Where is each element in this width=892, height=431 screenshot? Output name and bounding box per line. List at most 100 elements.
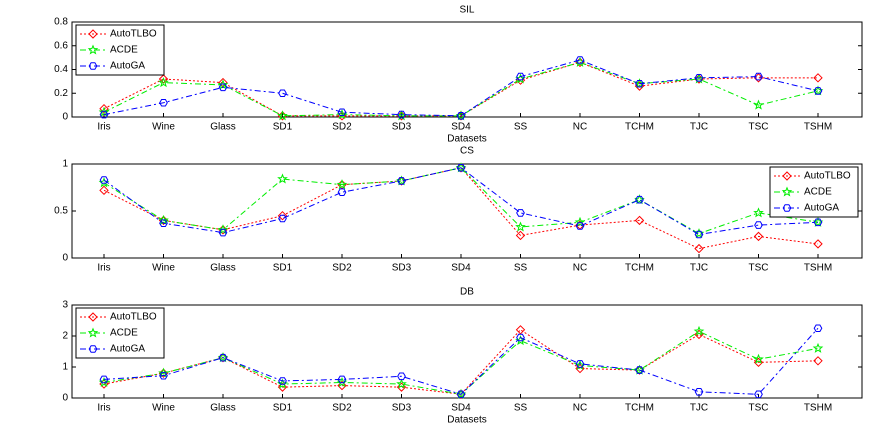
point-marker bbox=[813, 324, 823, 332]
legend-label: AutoGA bbox=[110, 344, 145, 355]
x-tick-label: SD1 bbox=[273, 122, 293, 133]
axes-frame bbox=[71, 21, 863, 118]
point-marker bbox=[693, 325, 705, 336]
x-tick-label: Wine bbox=[152, 403, 175, 414]
x-tick-label: TCHM bbox=[625, 263, 654, 274]
point-marker bbox=[218, 353, 228, 362]
point-marker bbox=[575, 360, 585, 368]
x-tick-label: Glass bbox=[210, 403, 236, 414]
point-marker bbox=[456, 390, 466, 399]
x-tick-label: SD2 bbox=[332, 122, 352, 133]
point-marker bbox=[516, 209, 525, 217]
series-line bbox=[103, 327, 819, 395]
point-marker bbox=[813, 87, 823, 95]
legend-label: ACDE bbox=[110, 45, 138, 56]
point-marker bbox=[99, 375, 109, 384]
x-tick-label: Wine bbox=[152, 263, 175, 274]
x-tick-label: TSC bbox=[749, 122, 769, 133]
point-marker bbox=[217, 224, 229, 235]
x-tick-label: TJC bbox=[690, 122, 708, 133]
point-marker bbox=[813, 73, 823, 83]
point-marker bbox=[574, 216, 586, 227]
legend-label: AutoGA bbox=[110, 61, 145, 72]
point-marker bbox=[516, 333, 525, 342]
x-tick-label: TJC bbox=[690, 263, 708, 274]
y-tick-label: 3 bbox=[62, 300, 68, 311]
point-marker bbox=[337, 108, 347, 116]
point-marker bbox=[754, 221, 763, 229]
legend-box bbox=[75, 307, 165, 359]
point-marker bbox=[158, 367, 169, 378]
y-tick-label: 0 bbox=[62, 112, 68, 123]
y-tick-label: 0.2 bbox=[54, 88, 68, 99]
point-marker bbox=[575, 222, 585, 230]
point-marker bbox=[159, 99, 168, 107]
legend-marker bbox=[87, 44, 99, 55]
point-marker bbox=[159, 371, 168, 380]
legend-label: AutoTLBO bbox=[110, 312, 157, 323]
point-marker bbox=[753, 231, 764, 242]
point-marker bbox=[754, 390, 763, 399]
point-marker bbox=[277, 210, 288, 221]
legend-marker bbox=[88, 345, 98, 353]
point-marker bbox=[515, 230, 526, 241]
x-tick-label: TSC bbox=[749, 263, 769, 274]
x-tick-label: TJC bbox=[690, 403, 708, 414]
point-marker bbox=[694, 230, 704, 239]
legend-label: ACDE bbox=[110, 328, 138, 339]
series-line bbox=[103, 61, 819, 117]
axes-frame bbox=[71, 304, 863, 399]
point-marker bbox=[754, 72, 763, 81]
x-tick-label: TSHM bbox=[804, 122, 832, 133]
point-marker bbox=[337, 375, 347, 384]
legend-marker bbox=[781, 186, 793, 197]
point-marker bbox=[98, 106, 110, 117]
point-marker bbox=[694, 388, 704, 396]
legend-marker bbox=[88, 29, 98, 39]
x-tick-label: Iris bbox=[97, 403, 110, 414]
legend-label: AutoGA bbox=[804, 203, 839, 214]
point-marker bbox=[218, 228, 228, 237]
point-marker bbox=[575, 56, 585, 64]
point-marker bbox=[515, 221, 526, 232]
point-marker bbox=[278, 377, 287, 385]
y-tick-label: 1 bbox=[62, 159, 68, 170]
point-marker bbox=[99, 176, 109, 184]
point-marker bbox=[158, 77, 169, 88]
point-marker bbox=[397, 110, 406, 119]
x-tick-label: SD2 bbox=[332, 263, 352, 274]
point-marker bbox=[753, 357, 764, 368]
x-axis-label: Datasets bbox=[447, 415, 486, 426]
y-tick-label: 0.6 bbox=[54, 40, 68, 51]
point-marker bbox=[99, 110, 109, 119]
point-marker bbox=[99, 185, 109, 196]
x-tick-label: Glass bbox=[210, 263, 236, 274]
x-tick-label: TSC bbox=[749, 403, 769, 414]
x-tick-label: SD1 bbox=[273, 403, 293, 414]
point-marker bbox=[336, 179, 348, 190]
x-tick-label: SD4 bbox=[451, 122, 471, 133]
x-tick-label: SD4 bbox=[451, 403, 471, 414]
point-marker bbox=[218, 83, 228, 92]
y-tick-label: 1 bbox=[62, 362, 68, 373]
x-tick-label: SD1 bbox=[273, 263, 293, 274]
legend-label: ACDE bbox=[804, 187, 832, 198]
point-marker bbox=[158, 214, 169, 225]
y-tick-label: 2 bbox=[62, 331, 68, 342]
x-tick-label: SS bbox=[514, 263, 528, 274]
x-tick-label: SD3 bbox=[392, 122, 412, 133]
point-marker bbox=[753, 207, 764, 218]
legend-label: AutoTLBO bbox=[804, 171, 851, 182]
chart-title: CS bbox=[460, 146, 474, 157]
y-tick-label: 0 bbox=[62, 253, 68, 264]
point-marker bbox=[813, 218, 823, 227]
point-marker bbox=[575, 363, 585, 374]
x-tick-label: NC bbox=[573, 263, 587, 274]
point-marker bbox=[456, 164, 466, 172]
x-tick-label: SS bbox=[514, 403, 528, 414]
point-marker bbox=[812, 342, 824, 353]
legend-marker bbox=[88, 312, 98, 322]
point-marker bbox=[99, 103, 109, 114]
point-marker bbox=[694, 74, 704, 82]
